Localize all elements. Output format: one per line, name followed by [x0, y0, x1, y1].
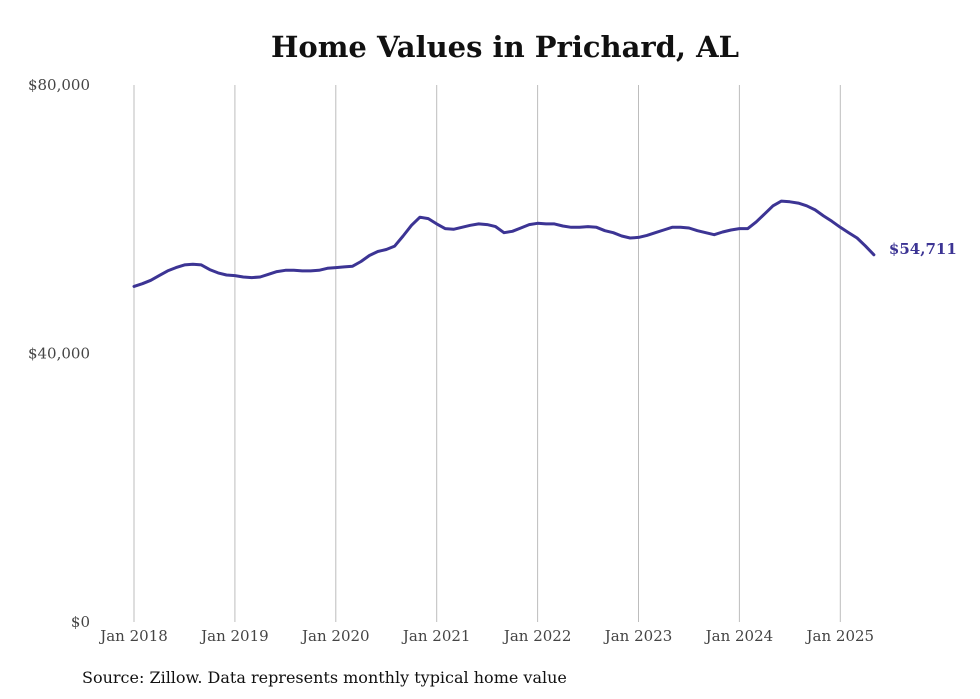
x-tick-label: Jan 2022: [502, 627, 572, 645]
home-value-line: [132, 199, 876, 288]
y-axis-tick-labels: $0 $40,000 $80,000: [28, 76, 90, 631]
x-tick-label: Jan 2018: [98, 627, 168, 645]
y-tick-label: $80,000: [28, 76, 90, 94]
x-tick-label: Jan 2024: [704, 627, 774, 645]
line-chart: $0 $40,000 $80,000 Jan 2018 Jan 2019 Jan 202…: [28, 76, 957, 645]
source-note: Source: Zillow. Data represents monthly …: [82, 668, 567, 687]
x-tick-label: Jan 2020: [300, 627, 370, 645]
y-tick-label: $40,000: [28, 345, 90, 363]
x-axis-tick-labels: Jan 2018 Jan 2019 Jan 2020 Jan 2021 Jan 2022…: [98, 627, 874, 645]
x-tick-label: Jan 2021: [401, 627, 471, 645]
chart-title: Home Values in Prichard, AL: [270, 30, 740, 64]
x-tick-label: Jan 2019: [199, 627, 269, 645]
latest-value-label: $54,711: [889, 240, 957, 258]
x-tick-label: Jan 2023: [603, 627, 673, 645]
x-tick-label: Jan 2025: [805, 627, 875, 645]
gridlines: [133, 85, 841, 622]
y-tick-label: $0: [71, 613, 90, 631]
